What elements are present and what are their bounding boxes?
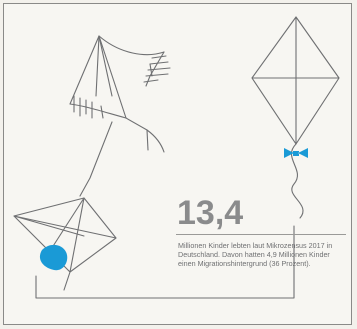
- stat-caption: Millionen Kinder lebten laut Mikrozensus…: [178, 241, 333, 269]
- blob-icon: [39, 244, 68, 271]
- kite-diamond-right: [251, 16, 340, 219]
- kite-open-top-left: [69, 35, 171, 197]
- bow-icon: [284, 148, 308, 158]
- stat-value: 13,4: [177, 194, 244, 232]
- kite-diamond-bottom-left: [13, 197, 295, 299]
- divider-rule: [176, 234, 346, 235]
